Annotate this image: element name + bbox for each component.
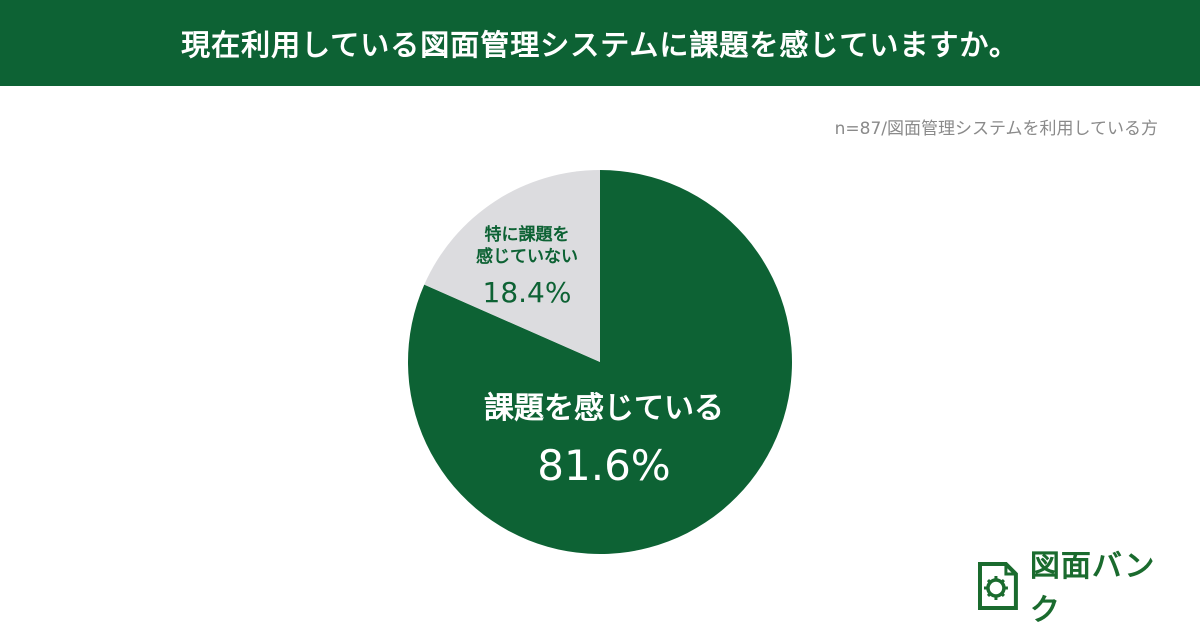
page-title: 現在利用している図面管理システムに課題を感じていますか。 [181, 28, 1019, 62]
brand-logo: 図面バンク [976, 549, 1186, 628]
drawing-bank-logo-icon [977, 562, 1018, 610]
pie-slice-1 [424, 170, 600, 362]
pie-slice-0 [408, 170, 792, 555]
slice-value-minor: 18.4% [483, 276, 572, 309]
header-bar: 現在利用している図面管理システムに課題を感じていますか。 [0, 0, 1200, 86]
slice-label-minor-line2: 感じていない [476, 246, 578, 267]
slice-value-main: 81.6% [537, 441, 670, 490]
logo-text: 図面バンク [1029, 549, 1156, 628]
slice-label-minor-line1: 特に課題を [485, 224, 570, 245]
sample-note: n=87/図面管理システムを利用している方 [834, 119, 1158, 139]
slice-label-main: 課題を感じている [484, 391, 724, 426]
